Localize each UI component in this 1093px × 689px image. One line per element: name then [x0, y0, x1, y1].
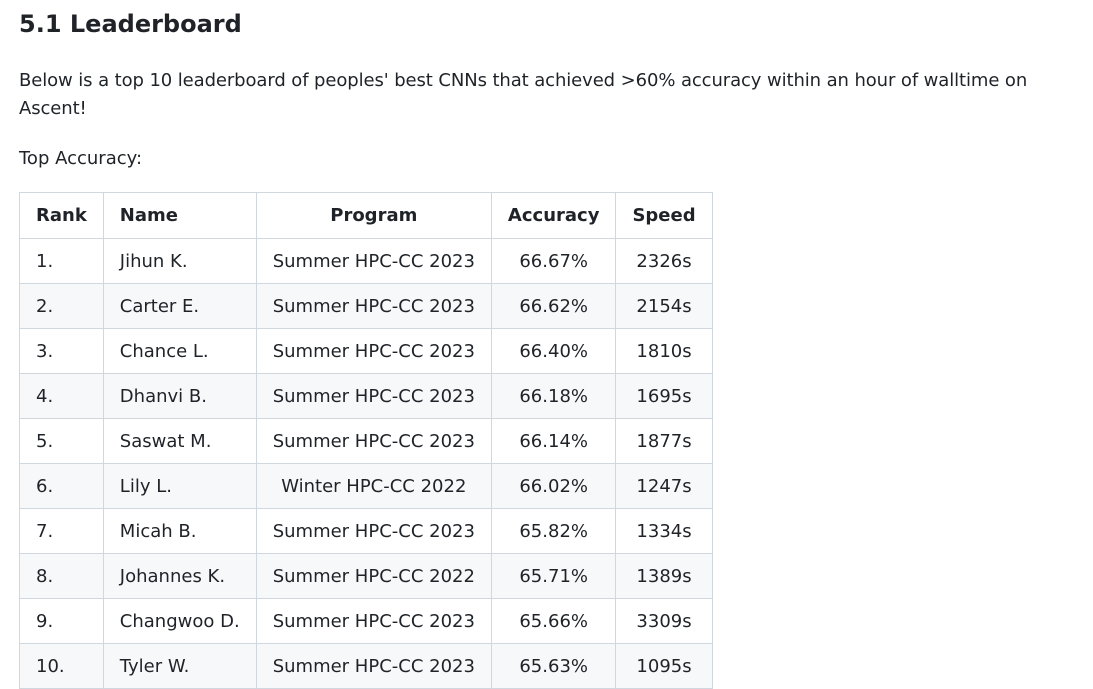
cell-accuracy: 66.62%: [490, 283, 617, 329]
cell-program: Summer HPC-CC 2023: [255, 508, 492, 554]
table-body: 1. Jihun K. Summer HPC-CC 2023 66.67% 2326s 2…: [19, 238, 713, 689]
cell-accuracy: 66.02%: [490, 463, 617, 509]
cell-program: Summer HPC-CC 2023: [255, 283, 492, 329]
cell-rank: 4.: [19, 373, 104, 419]
cell-program: Summer HPC-CC 2023: [255, 643, 492, 689]
cell-rank: 7.: [19, 508, 104, 554]
cell-accuracy: 66.14%: [490, 418, 617, 464]
cell-speed: 1247s: [615, 463, 713, 509]
cell-speed: 1877s: [615, 418, 713, 464]
cell-name: Dhanvi B.: [102, 373, 257, 419]
table-row: 2. Carter E. Summer HPC-CC 2023 66.62% 2154s: [19, 283, 713, 329]
cell-speed: 1695s: [615, 373, 713, 419]
cell-name: Chance L.: [102, 328, 257, 374]
cell-speed: 3309s: [615, 598, 713, 644]
header-rank: Rank: [19, 192, 104, 239]
cell-accuracy: 66.18%: [490, 373, 617, 419]
header-accuracy: Accuracy: [490, 192, 617, 239]
cell-program: Summer HPC-CC 2023: [255, 373, 492, 419]
cell-rank: 10.: [19, 643, 104, 689]
cell-speed: 1095s: [615, 643, 713, 689]
leaderboard-table: Rank Name Program Accuracy Speed 1. Jihun…: [19, 192, 713, 689]
subheading-text: Top Accuracy:: [19, 148, 143, 169]
cell-accuracy: 65.66%: [490, 598, 617, 644]
cell-rank: 9.: [19, 598, 104, 644]
cell-rank: 8.: [19, 553, 104, 599]
cell-rank: 3.: [19, 328, 104, 374]
cell-name: Carter E.: [102, 283, 257, 329]
cell-name: Johannes K.: [102, 553, 257, 599]
intro-paragraph: Below is a top 10 leaderboard of peoples…: [19, 70, 1028, 119]
table-row: 1. Jihun K. Summer HPC-CC 2023 66.67% 2326s: [19, 238, 713, 284]
cell-program: Summer HPC-CC 2023: [255, 598, 492, 644]
cell-rank: 6.: [19, 463, 104, 509]
cell-program: Summer HPC-CC 2023: [255, 418, 492, 464]
section-heading: 5.1 Leaderboard: [19, 10, 242, 38]
table-row: 8. Johannes K. Summer HPC-CC 2022 65.71% 138…: [19, 553, 713, 599]
cell-speed: 1810s: [615, 328, 713, 374]
table-row: 10. Tyler W. Summer HPC-CC 2023 65.63% 1095s: [19, 643, 713, 689]
table-row: 7. Micah B. Summer HPC-CC 2023 65.82% 1334s: [19, 508, 713, 554]
cell-name: Jihun K.: [102, 238, 257, 284]
cell-name: Micah B.: [102, 508, 257, 554]
header-speed: Speed: [615, 192, 713, 239]
cell-rank: 5.: [19, 418, 104, 464]
cell-program: Summer HPC-CC 2022: [255, 553, 492, 599]
cell-speed: 1334s: [615, 508, 713, 554]
cell-rank: 2.: [19, 283, 104, 329]
cell-accuracy: 66.67%: [490, 238, 617, 284]
table-row: 9. Changwoo D. Summer HPC-CC 2023 65.66% 330…: [19, 598, 713, 644]
cell-name: Saswat M.: [102, 418, 257, 464]
cell-program: Winter HPC-CC 2022: [255, 463, 492, 509]
cell-rank: 1.: [19, 238, 104, 284]
table-row: 4. Dhanvi B. Summer HPC-CC 2023 66.18% 1695s: [19, 373, 713, 419]
cell-name: Lily L.: [102, 463, 257, 509]
cell-accuracy: 66.40%: [490, 328, 617, 374]
cell-speed: 2154s: [615, 283, 713, 329]
cell-accuracy: 65.82%: [490, 508, 617, 554]
cell-speed: 1389s: [615, 553, 713, 599]
table-row: 3. Chance L. Summer HPC-CC 2023 66.40% 1810s: [19, 328, 713, 374]
cell-accuracy: 65.63%: [490, 643, 617, 689]
cell-accuracy: 65.71%: [490, 553, 617, 599]
header-name: Name: [102, 192, 257, 239]
header-row: Rank Name Program Accuracy Speed: [19, 192, 713, 239]
header-program: Program: [255, 192, 492, 239]
cell-program: Summer HPC-CC 2023: [255, 238, 492, 284]
cell-speed: 2326s: [615, 238, 713, 284]
cell-name: Tyler W.: [102, 643, 257, 689]
table-row: 6. Lily L. Winter HPC-CC 2022 66.02% 1247s: [19, 463, 713, 509]
cell-program: Summer HPC-CC 2023: [255, 328, 492, 374]
cell-name: Changwoo D.: [102, 598, 257, 644]
table-row: 5. Saswat M. Summer HPC-CC 2023 66.14% 1877s: [19, 418, 713, 464]
